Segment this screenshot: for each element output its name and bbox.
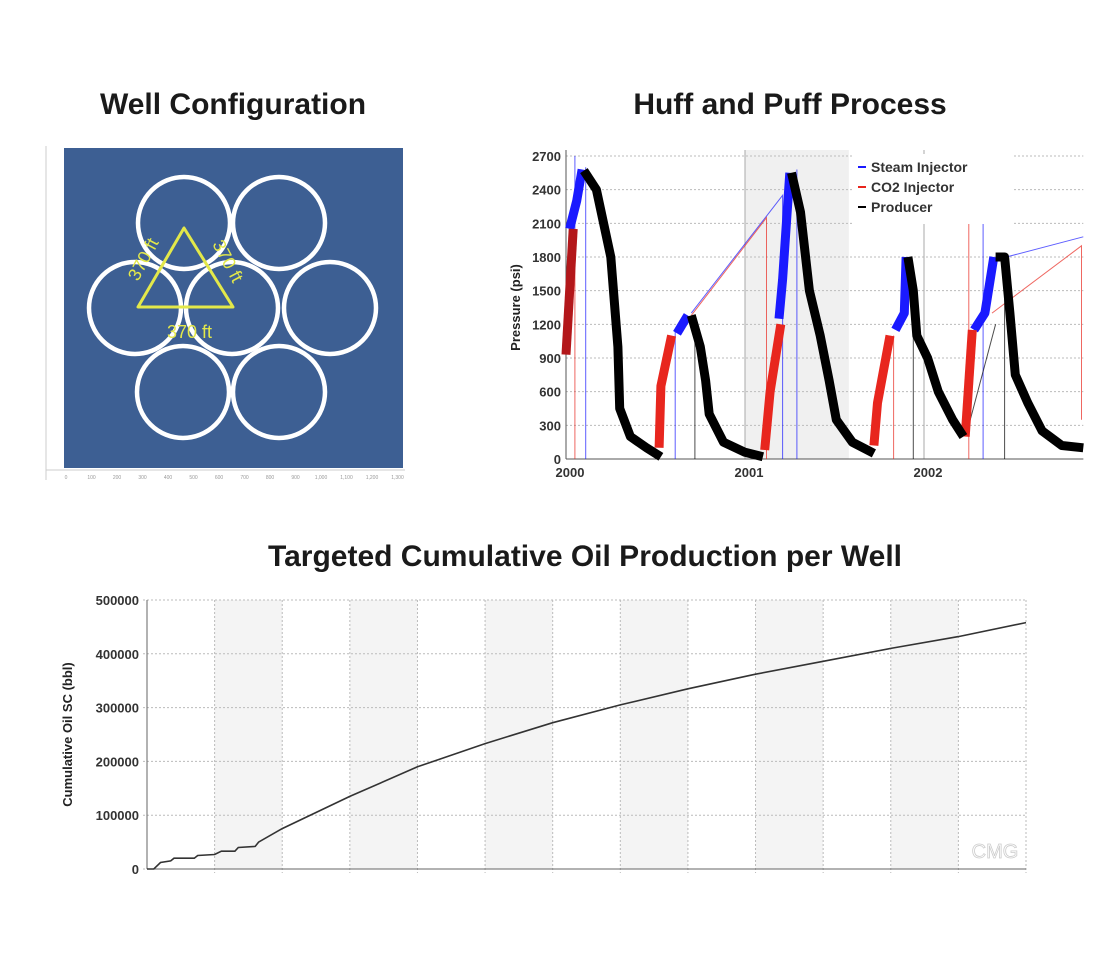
well-drainage-circle (230, 174, 328, 272)
x-tick-label: 2001 (735, 465, 764, 480)
y-tick-label: 500000 (96, 593, 139, 608)
well-drainage-circle (281, 259, 379, 357)
x-tick-label: 700 (240, 475, 249, 481)
series-thin-line-0 (1006, 236, 1084, 258)
y-tick-label: 200000 (96, 754, 139, 769)
series-thick-line-2 (580, 168, 664, 461)
x-tick-label: 200 (113, 475, 122, 481)
cumulative-oil-title: Targeted Cumulative Oil Production per W… (268, 540, 902, 573)
y-tick-label: 1200 (532, 317, 561, 332)
well-drainage-circle (86, 259, 184, 357)
series-thin-line-1 (991, 244, 1082, 420)
x-tick-label: 100 (87, 475, 96, 481)
x-tick-label: 1,000 (315, 475, 328, 481)
cumulative-oil-line (147, 621, 1027, 870)
x-tick-label: 900 (291, 475, 300, 481)
spacing-label: 370 ft (167, 322, 212, 342)
cmg-watermark: CMG (972, 841, 1019, 863)
y-tick-label: 400000 (96, 647, 139, 662)
spacing-label: 370 ft (208, 236, 247, 285)
x-tick-label: 600 (215, 475, 224, 481)
series-thick-line-0 (970, 256, 999, 333)
series-thick-line-0 (673, 313, 692, 336)
reservoir-grid-background (64, 148, 403, 468)
y-axis-label: Pressure (psi) (508, 264, 523, 351)
series-thick-line-2 (903, 256, 968, 440)
shaded-band (349, 600, 418, 869)
well-drainage-circle (183, 259, 281, 357)
x-tick-label: 500 (189, 475, 198, 481)
y-tick-label: 2100 (532, 216, 561, 231)
x-tick-label: 0 (65, 475, 68, 481)
shaded-band (745, 150, 849, 459)
y-tick-label: 600 (539, 385, 561, 400)
series-thick-line-0 (774, 172, 795, 320)
legend-label: Producer (871, 199, 933, 215)
x-tick-label: 2002 (914, 465, 943, 480)
series-thick-line-1 (960, 329, 977, 437)
well-configuration-title: Well Configuration (99, 88, 367, 121)
spacing-triangle (136, 226, 235, 309)
x-tick-label: 1,300 (391, 475, 404, 481)
well-drainage-circle (134, 343, 232, 441)
series-thin-line-1 (690, 216, 767, 459)
series-thick-line-0 (891, 256, 911, 333)
legend-label: Steam Injector (871, 159, 968, 175)
y-tick-label: 2400 (532, 183, 561, 198)
x-tick-label: 400 (164, 475, 173, 481)
shaded-band (620, 600, 688, 869)
series-thin-line-2 (968, 324, 997, 426)
series-thick-line-1 (869, 334, 895, 446)
y-tick-label: 1800 (532, 250, 561, 265)
y-tick-label: 0 (554, 452, 561, 467)
series-thick-line-1 (760, 323, 786, 451)
y-tick-label: 0 (132, 862, 139, 877)
x-tick-label: 300 (138, 475, 147, 481)
x-tick-label: 800 (266, 475, 275, 481)
legend-label: CO2 Injector (871, 179, 955, 195)
y-tick-label: 2700 (532, 149, 561, 164)
series-thick-line-2 (995, 252, 1084, 453)
series-thick-line-1 (561, 228, 578, 355)
y-axis-label: Cumulative Oil SC (bbl) (60, 662, 75, 806)
y-tick-label: 100000 (96, 808, 139, 823)
x-tick-label: 2000 (556, 465, 585, 480)
y-tick-label: 1500 (532, 284, 561, 299)
well-drainage-circle (230, 343, 328, 441)
series-thin-line-0 (690, 193, 784, 459)
well-drainage-circle (135, 174, 233, 272)
series-thick-line-2 (686, 314, 764, 462)
y-tick-label: 300 (539, 418, 561, 433)
shaded-band (485, 600, 553, 869)
series-thick-line-0 (565, 168, 587, 231)
spacing-label: 370 ft (124, 235, 163, 284)
shaded-band (755, 600, 824, 869)
huff-puff-title: Huff and Puff Process (633, 88, 947, 121)
legend-box (852, 154, 1012, 224)
y-tick-label: 300000 (96, 701, 139, 716)
series-thick-line-1 (654, 334, 677, 448)
series-thick-line-2 (787, 171, 876, 458)
x-tick-label: 1,100 (340, 475, 353, 481)
shaded-band (214, 600, 283, 869)
y-tick-label: 900 (539, 351, 561, 366)
x-tick-label: 1,200 (366, 475, 379, 481)
shaded-band (890, 600, 959, 869)
